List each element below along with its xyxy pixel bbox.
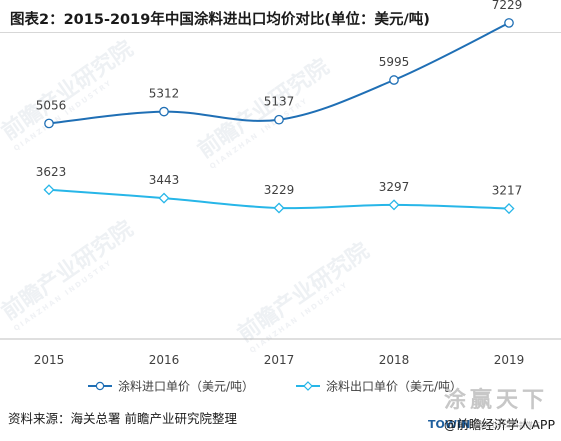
data-point <box>503 203 515 215</box>
x-tick-label: 2019 <box>494 353 525 367</box>
legend-label: 涂料进口单价（美元/吨） <box>118 379 254 394</box>
x-tick-label: 2017 <box>264 353 295 367</box>
credit-label: @前瞻经济学人APP <box>443 417 555 432</box>
source-note: 资料来源：海关总署 前瞻产业研究院整理 <box>8 411 237 426</box>
chart-title: 图表2：2015-2019年中国涂料进出口均价对比(单位：美元/吨) <box>10 12 430 28</box>
data-point <box>273 202 285 214</box>
data-point <box>44 118 54 129</box>
data-point <box>159 106 169 117</box>
x-tick-label: 2015 <box>34 353 65 367</box>
data-point <box>43 184 55 196</box>
data-label: 5312 <box>149 87 180 101</box>
data-label: 3443 <box>149 173 180 187</box>
data-point <box>158 192 170 204</box>
data-point <box>504 18 514 28</box>
legend-label: 涂料出口单价（美元/吨） <box>326 379 462 394</box>
legend-marker <box>95 381 105 391</box>
data-label: 5995 <box>379 55 410 69</box>
data-label: 3229 <box>264 183 295 197</box>
data-label: 3623 <box>36 165 67 179</box>
data-point <box>389 75 399 85</box>
data-label: 3297 <box>379 180 410 194</box>
legend-marker <box>303 381 313 391</box>
x-tick-label: 2016 <box>149 353 180 367</box>
data-label: 5137 <box>264 95 295 109</box>
title-divider <box>0 32 561 33</box>
x-tick-label: 2018 <box>379 353 410 367</box>
data-label: 3217 <box>492 184 523 198</box>
data-point <box>388 199 400 211</box>
data-label: 7229 <box>492 0 523 12</box>
data-point <box>274 114 284 125</box>
data-label: 5056 <box>36 98 67 112</box>
